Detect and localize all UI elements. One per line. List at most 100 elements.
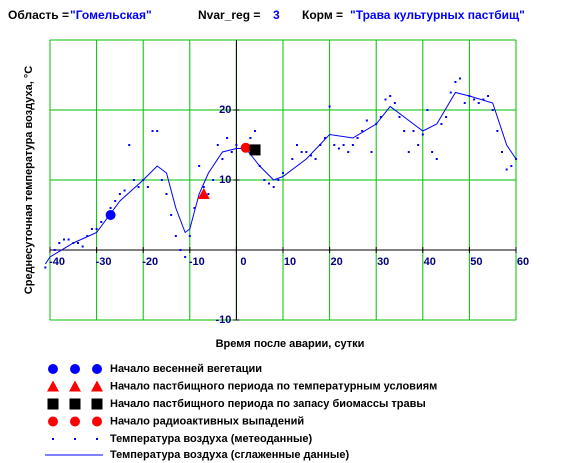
x-tick-label: 30 [377,256,389,268]
point [202,186,205,188]
point [351,144,354,146]
point [379,116,382,118]
point [128,144,131,146]
point [263,179,266,181]
legend-swatch [47,398,59,410]
legend-label: Начало пастбищного периода по запасу био… [110,398,426,410]
y-axis-label: Среднесуточная температура воздуха, °С [23,66,35,294]
point [370,151,373,153]
x-tick-label: 50 [470,256,482,268]
y-tick-label: 10 [219,174,231,186]
point [295,144,298,146]
point [90,228,93,230]
point [174,235,177,237]
point [151,130,154,132]
point [393,102,396,104]
x-tick-label: -30 [96,256,112,268]
legend-swatch [92,416,102,427]
point [137,186,140,188]
point [421,133,424,136]
legend-swatch [70,416,80,427]
x-tick-label: -10 [189,256,205,268]
legend-label: Температура воздуха (сглаженные данные) [110,449,349,461]
point [132,179,135,181]
point [95,228,98,230]
legend-label: Начало радиоактивных выпадений [110,415,304,427]
point [323,137,326,139]
point [403,130,406,132]
point [67,238,70,241]
point [454,81,457,83]
point [197,188,210,199]
nvar: 3 [273,8,280,22]
point [505,168,508,171]
point [230,151,233,153]
point [440,123,443,125]
legend-label: Начало пастбищного периода по температур… [110,380,437,392]
region-label: Область = [8,8,69,22]
y-tick-label: 20 [219,104,231,116]
point [337,147,340,150]
point [216,144,219,146]
point [105,210,116,220]
point [226,137,229,139]
point [412,130,415,132]
point [53,249,56,251]
point [487,95,490,97]
point [235,144,238,146]
point [160,179,163,181]
point [361,130,364,132]
point [407,151,410,153]
legend-swatch [91,398,103,410]
point [342,144,345,146]
x-tick-label: 20 [330,256,342,268]
point [333,144,336,146]
point [76,242,79,244]
x-tick-label: -20 [142,256,158,268]
point [193,207,196,209]
point [482,98,485,101]
point [291,158,294,160]
point [463,102,466,104]
point [100,221,103,223]
point [473,98,476,101]
point [165,193,168,195]
smoothed-line [44,91,517,265]
point [365,119,368,122]
point [146,186,149,188]
point [118,193,121,195]
legend-swatch [47,380,59,392]
point [109,207,112,209]
point [221,158,224,160]
point [240,142,251,153]
point [81,245,84,248]
point [86,235,89,237]
point [510,165,513,167]
point [44,266,47,269]
point [431,151,434,153]
point [314,158,317,160]
point [58,242,61,244]
point [309,154,312,157]
legend-swatch [48,416,58,427]
region: "Гомельская" [70,8,152,22]
point [212,179,215,181]
legend-label: Начало весенней вегетации [110,363,262,375]
point [426,109,429,111]
point [389,95,392,97]
legend-swatch [91,380,103,392]
point [328,105,331,108]
point [496,130,499,132]
point [305,151,308,153]
point [156,130,159,132]
point [417,144,420,146]
point [445,116,448,118]
point [184,256,187,258]
legend-swatch [48,364,58,374]
point [398,116,401,118]
x-tick-label: -40 [49,256,65,268]
point [435,158,438,160]
feed: "Трава культурных пастбищ" [350,8,525,22]
point [277,179,280,181]
